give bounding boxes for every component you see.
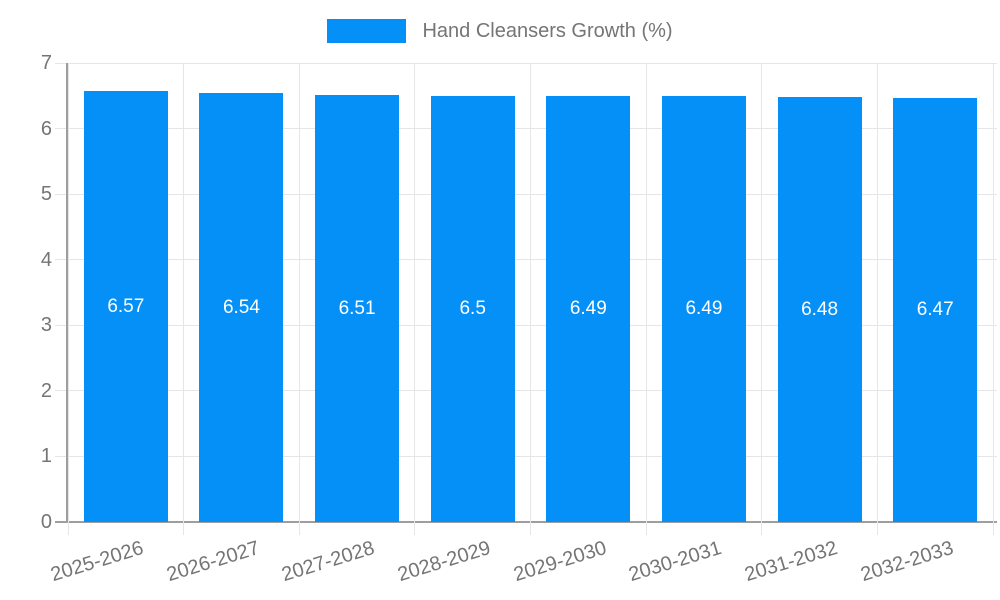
bar[interactable]: 6.49 xyxy=(546,96,631,522)
gridline xyxy=(67,63,69,535)
x-axis-label: 2026-2027 xyxy=(163,537,262,587)
bar-value-label: 6.57 xyxy=(107,295,145,317)
bar-value-label: 6.5 xyxy=(459,297,486,319)
gridline xyxy=(298,63,300,535)
gridline xyxy=(761,63,763,535)
bar-value-label: 6.48 xyxy=(801,298,839,320)
gridline xyxy=(55,193,997,195)
gridline xyxy=(55,324,997,326)
x-axis-label: 2028-2029 xyxy=(395,537,494,587)
gridline xyxy=(55,128,997,130)
gridline xyxy=(183,63,185,535)
x-axis-label: 2031-2032 xyxy=(742,537,840,587)
bar-value-label: 6.49 xyxy=(685,298,723,320)
x-axis-baseline xyxy=(55,521,997,523)
x-axis-label: 2029-2030 xyxy=(510,537,609,587)
legend-color-swatch xyxy=(327,19,407,43)
y-axis-label: 6 xyxy=(40,117,52,140)
x-axis-label: 2030-2031 xyxy=(626,537,725,587)
bar-value-label: 6.47 xyxy=(916,298,954,320)
y-axis-label: 4 xyxy=(40,248,52,271)
y-axis-label: 5 xyxy=(40,183,52,206)
y-axis-line xyxy=(66,63,68,522)
gridline xyxy=(55,259,997,261)
gridline xyxy=(55,62,997,64)
bar[interactable]: 6.57 xyxy=(83,91,168,522)
chart-legend: Hand Cleansers Growth (%) xyxy=(0,17,1000,45)
x-axis-label: 2032-2033 xyxy=(857,537,956,587)
bar[interactable]: 6.49 xyxy=(661,96,746,522)
y-axis-label: 7 xyxy=(40,52,52,74)
bar-value-label: 6.54 xyxy=(222,296,260,318)
bar[interactable]: 6.5 xyxy=(430,95,515,522)
legend-label: Hand Cleansers Growth (%) xyxy=(422,20,673,42)
x-axis-label: 2027-2028 xyxy=(279,537,378,587)
gridline xyxy=(876,63,878,535)
gridline xyxy=(530,63,531,535)
y-axis-label: 2 xyxy=(40,379,52,402)
y-axis-label: 1 xyxy=(40,445,52,468)
bar[interactable]: 6.48 xyxy=(777,97,862,522)
x-axis-label: 2025-2026 xyxy=(48,537,147,587)
bar[interactable]: 6.54 xyxy=(199,93,284,522)
y-axis-label: 0 xyxy=(40,511,52,533)
gridline xyxy=(55,455,997,457)
bar-value-label: 6.51 xyxy=(338,297,376,319)
bar[interactable]: 6.51 xyxy=(315,95,400,522)
bar-value-label: 6.49 xyxy=(569,298,607,320)
bar[interactable]: 6.47 xyxy=(893,97,978,522)
y-axis-label: 3 xyxy=(40,314,52,337)
gridline xyxy=(414,63,416,535)
gridline xyxy=(992,63,994,535)
gridline xyxy=(645,63,647,535)
gridline xyxy=(55,390,997,392)
